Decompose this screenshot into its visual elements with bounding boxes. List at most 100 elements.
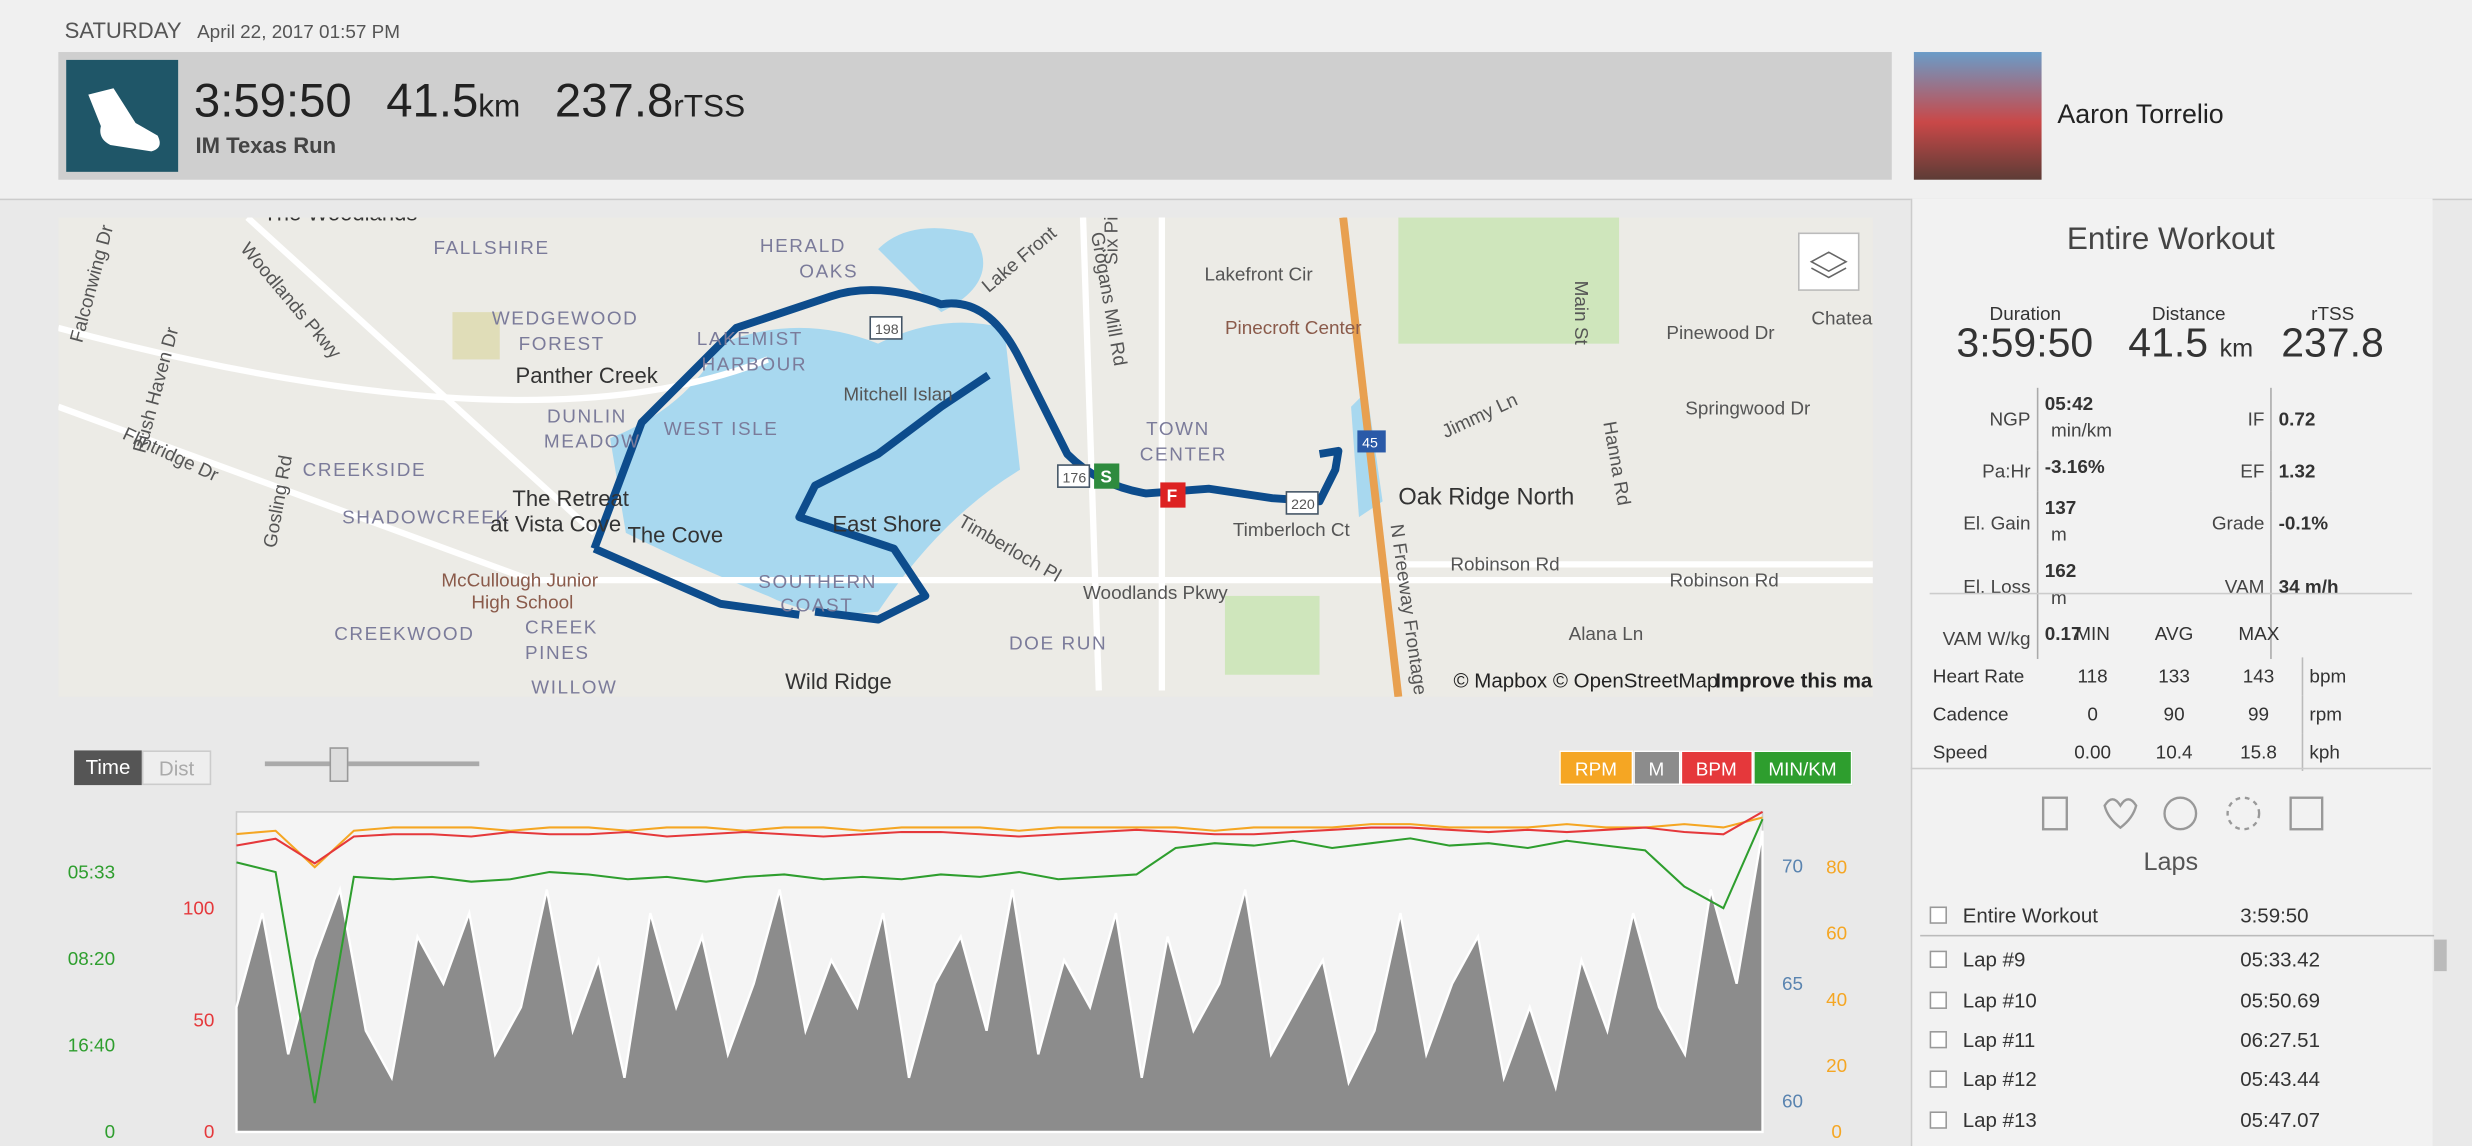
dist-toggle[interactable]: Dist xyxy=(141,750,212,786)
lap-name: Lap #9 xyxy=(1962,948,2026,972)
map-label: Robinson Rd xyxy=(1450,555,1559,576)
start-marker[interactable]: S xyxy=(1100,466,1112,486)
map-labels: The Woodlands FALLSHIRE HERALD OAKS Lake… xyxy=(67,218,1873,697)
lap-row[interactable]: Lap #10 05:50.69 xyxy=(1920,980,2434,1020)
map-label: Wild Ridge xyxy=(785,669,892,694)
cell: 143 xyxy=(2242,665,2275,688)
series-line xyxy=(236,816,1763,869)
legend-entry[interactable]: RPM xyxy=(1559,750,1633,786)
map-label: The Cove xyxy=(627,522,723,547)
map-label: Oak Ridge North xyxy=(1398,484,1574,510)
stat-label: El. Loss xyxy=(1926,554,2039,618)
legend: RPM M BPM MIN/KM xyxy=(1559,750,1853,786)
layers-button[interactable] xyxy=(1797,232,1860,291)
summary-distance: 41.5 km xyxy=(2128,318,2253,367)
lap-time: 05:43.44 xyxy=(2240,1067,2320,1092)
minmax-table: MIN AVG MAX Heart Rate 118 133 143 bpm Cadence 0 9… xyxy=(1926,618,2384,771)
stat-value: 05:42min/km xyxy=(2038,388,2171,451)
map-label: Woodlands Pkwy xyxy=(1083,583,1228,604)
stat-label xyxy=(2170,617,2273,659)
lap-name: Lap #10 xyxy=(1962,988,2037,1012)
map-label: DUNLIN xyxy=(547,407,627,428)
lap-time: 05:50.69 xyxy=(2240,988,2320,1012)
stat-label: El. Gain xyxy=(1926,491,2039,555)
shield: 45 xyxy=(1362,436,1378,452)
lap-row[interactable]: Lap #13 05:47.07 xyxy=(1920,1100,2434,1140)
cell: 15.8 xyxy=(2240,740,2277,764)
slider-handle[interactable] xyxy=(329,747,349,782)
lap-checkbox[interactable] xyxy=(1929,951,1947,969)
lap-time: 05:47.07 xyxy=(2240,1107,2320,1132)
map-label: WEDGEWOOD xyxy=(492,309,639,330)
stat-label: NGP xyxy=(1926,387,2039,451)
map-label: CREEK xyxy=(525,618,598,639)
stats-table: NGP 05:42min/km IF 0.72 Pa:Hr -3.16% EF 1.32 El.… xyxy=(1926,387,2383,659)
distance-unit: km xyxy=(2219,335,2254,363)
duration: 3:59:50 xyxy=(193,75,352,128)
y-tick-label: 70 xyxy=(1782,856,1803,877)
cell: 10.4 xyxy=(2155,740,2193,764)
map-label: LAKEMIST xyxy=(697,329,803,350)
day: SATURDAY xyxy=(64,17,182,43)
map-label: DOE RUN xyxy=(1009,634,1107,655)
map-label: WILLOW xyxy=(531,678,617,697)
map-label: Springwood Dr xyxy=(1685,399,1810,420)
lap-row[interactable]: Lap #9 05:33.42 xyxy=(1920,940,2434,980)
lap-name: Lap #11 xyxy=(1962,1027,2036,1052)
unit: bpm xyxy=(2301,657,2384,696)
lap-checkbox[interactable] xyxy=(1929,1031,1947,1049)
laps-title: Laps xyxy=(2143,849,2199,877)
legend-entry[interactable]: BPM xyxy=(1680,750,1753,786)
lap-checkbox[interactable] xyxy=(1929,1110,1947,1129)
athlete-photo[interactable] xyxy=(1913,52,2042,180)
stat-row: VAM W/kg 0.17 xyxy=(1926,617,2383,659)
lap-checkbox[interactable] xyxy=(1929,1070,1947,1089)
legend-entry[interactable]: MIN/KM xyxy=(1752,750,1853,786)
map-label: FALLSHIRE xyxy=(434,238,550,259)
shield: 176 xyxy=(1063,470,1087,486)
lap-row[interactable]: Entire Workout 3:59:50 xyxy=(1920,895,2435,937)
y-tick-label: 40 xyxy=(1826,990,1847,1011)
lap-row[interactable]: Lap #11 06:27.51 xyxy=(1920,1020,2434,1060)
scrollbar[interactable] xyxy=(2434,939,2447,972)
map-label: East Shore xyxy=(832,511,941,536)
cell: 0 xyxy=(2087,703,2098,726)
column-header: MAX xyxy=(2238,622,2280,645)
map-label: CENTER xyxy=(1140,444,1227,465)
time-toggle[interactable]: Time xyxy=(74,750,142,786)
lap-checkbox[interactable] xyxy=(1929,991,1947,1009)
legend-entry[interactable]: M xyxy=(1632,750,1681,786)
zoom-slider[interactable] xyxy=(264,761,480,767)
stat-value: 162m xyxy=(2038,555,2171,618)
lap-name: Entire Workout xyxy=(1962,903,2098,928)
stat-unit: m xyxy=(2051,523,2067,546)
lap-row[interactable]: Lap #12 05:43.44 xyxy=(1920,1060,2434,1100)
blank xyxy=(1926,618,2052,657)
y-tick-label: 05:33 xyxy=(68,862,115,883)
finish-marker[interactable]: F xyxy=(1167,485,1178,505)
laps-list: Entire Workout 3:59:50 Lap #9 05:33.42 Lap #… xyxy=(1920,895,2435,1140)
improve-map-link[interactable]: Improve this map xyxy=(1715,669,1873,692)
lap-time: 06:27.51 xyxy=(2240,1027,2320,1052)
stat-unit: m xyxy=(2051,586,2067,609)
stat-label: VAM xyxy=(2170,554,2273,618)
stat-label: VAM W/kg xyxy=(1926,617,2039,659)
lap-name: Lap #13 xyxy=(1962,1107,2037,1132)
athlete-name[interactable]: Aaron Torrelio xyxy=(2057,99,2224,130)
tab-icons[interactable] xyxy=(2034,793,2334,834)
map[interactable]: The Woodlands FALLSHIRE HERALD OAKS Lake… xyxy=(58,217,1873,697)
map-label: Timberloch Ct xyxy=(1233,520,1351,541)
map-label: SOUTHERN xyxy=(758,572,877,593)
column-header: MIN xyxy=(2075,622,2110,645)
shield: 198 xyxy=(875,322,899,338)
lap-checkbox[interactable] xyxy=(1929,906,1947,925)
minmax-row: Cadence 0 90 99 rpm xyxy=(1926,695,2384,734)
map-label: Lakefront Cir xyxy=(1204,265,1312,286)
map-label: OAKS xyxy=(799,261,858,282)
cell: 0.00 xyxy=(2074,740,2112,764)
summary-title: Entire Workout xyxy=(2066,222,2275,257)
run-icon xyxy=(66,59,179,172)
shields: 198 176 220 45 S F xyxy=(869,316,1386,515)
summary-label: Duration xyxy=(1989,302,2062,325)
